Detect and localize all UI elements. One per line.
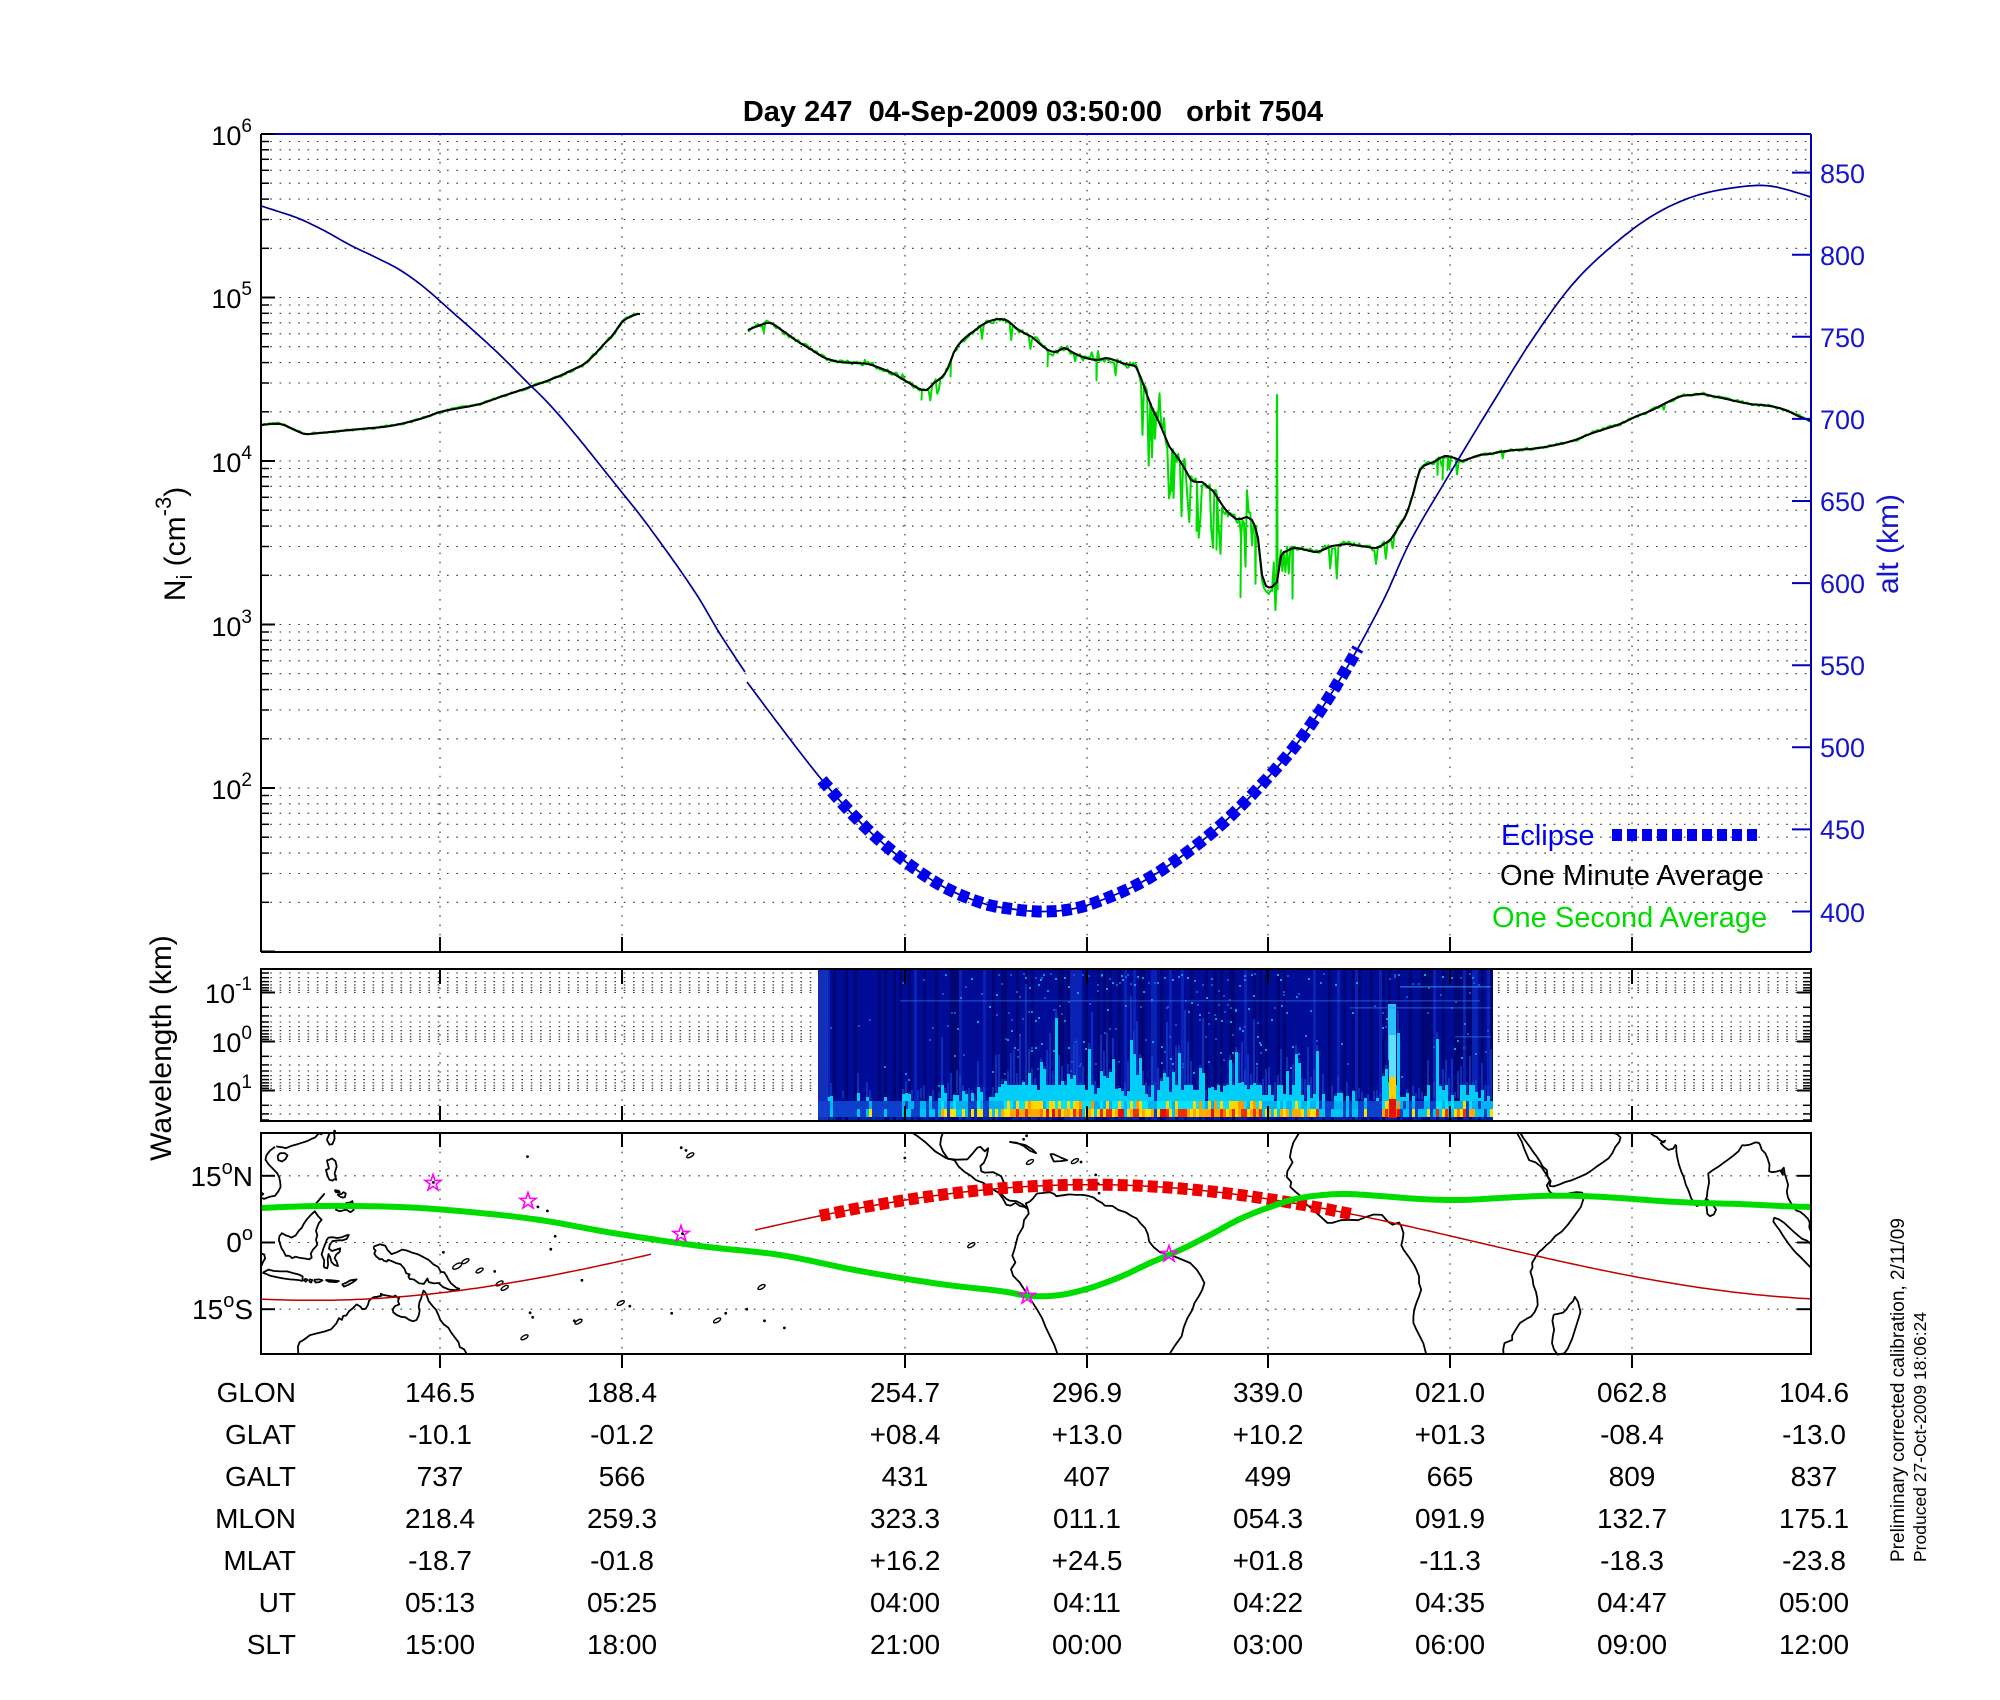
- svg-text:750: 750: [1820, 323, 1865, 353]
- svg-text:021.0: 021.0: [1415, 1377, 1485, 1408]
- svg-text:-01.2: -01.2: [590, 1419, 654, 1450]
- svg-text:18:00: 18:00: [587, 1629, 657, 1660]
- svg-text:-23.8: -23.8: [1782, 1545, 1846, 1576]
- svg-text:566: 566: [599, 1461, 646, 1492]
- svg-text:700: 700: [1820, 405, 1865, 435]
- svg-text:+10.2: +10.2: [1233, 1419, 1304, 1450]
- svg-text:062.8: 062.8: [1597, 1377, 1667, 1408]
- svg-text:03:00: 03:00: [1233, 1629, 1303, 1660]
- svg-text:800: 800: [1820, 241, 1865, 271]
- svg-text:04:47: 04:47: [1597, 1587, 1667, 1618]
- svg-text:104.6: 104.6: [1779, 1377, 1849, 1408]
- svg-text:188.4: 188.4: [587, 1377, 657, 1408]
- svg-text:Preliminary corrected calibrat: Preliminary corrected calibration, 2/11/…: [1888, 1218, 1909, 1562]
- svg-text:GLON: GLON: [217, 1377, 296, 1408]
- svg-text:259.3: 259.3: [587, 1503, 657, 1534]
- svg-text:450: 450: [1820, 815, 1865, 845]
- svg-text:09:00: 09:00: [1597, 1629, 1667, 1660]
- svg-text:296.9: 296.9: [1052, 1377, 1122, 1408]
- svg-text:15oS: 15oS: [192, 1290, 253, 1325]
- svg-text:04:35: 04:35: [1415, 1587, 1485, 1618]
- svg-text:05:00: 05:00: [1779, 1587, 1849, 1618]
- svg-text:Wavelength (km): Wavelength (km): [145, 935, 178, 1161]
- svg-text:One Minute Average: One Minute Average: [1500, 860, 1764, 892]
- svg-text:+01.3: +01.3: [1415, 1419, 1486, 1450]
- svg-text:+13.0: +13.0: [1052, 1419, 1123, 1450]
- svg-text:Produced 27-Oct-2009 18:06:24: Produced 27-Oct-2009 18:06:24: [1910, 1312, 1930, 1562]
- svg-text:175.1: 175.1: [1779, 1503, 1849, 1534]
- svg-text:MLAT: MLAT: [223, 1545, 296, 1576]
- svg-text:05:13: 05:13: [405, 1587, 475, 1618]
- svg-text:254.7: 254.7: [870, 1377, 940, 1408]
- svg-text:737: 737: [417, 1461, 464, 1492]
- svg-text:837: 837: [1791, 1461, 1838, 1492]
- svg-text:-08.4: -08.4: [1600, 1419, 1664, 1450]
- svg-text:499: 499: [1245, 1461, 1292, 1492]
- svg-text:-10.1: -10.1: [408, 1419, 472, 1450]
- svg-text:Eclipse: Eclipse: [1501, 820, 1595, 852]
- svg-text:106: 106: [211, 116, 252, 151]
- svg-text:054.3: 054.3: [1233, 1503, 1303, 1534]
- svg-text:600: 600: [1820, 569, 1865, 599]
- svg-text:400: 400: [1820, 898, 1865, 928]
- svg-text:+08.4: +08.4: [870, 1419, 941, 1450]
- svg-text:339.0: 339.0: [1233, 1377, 1303, 1408]
- svg-text:15:00: 15:00: [405, 1629, 475, 1660]
- svg-text:+16.2: +16.2: [870, 1545, 941, 1576]
- svg-text:00:00: 00:00: [1052, 1629, 1122, 1660]
- svg-text:011.1: 011.1: [1053, 1503, 1121, 1534]
- svg-text:04:22: 04:22: [1233, 1587, 1303, 1618]
- svg-text:GLAT: GLAT: [225, 1419, 296, 1450]
- svg-text:-18.3: -18.3: [1600, 1545, 1664, 1576]
- svg-text:+24.5: +24.5: [1052, 1545, 1123, 1576]
- svg-text:550: 550: [1820, 651, 1865, 681]
- svg-text:665: 665: [1427, 1461, 1474, 1492]
- svg-text:MLON: MLON: [215, 1503, 296, 1534]
- svg-text:Day 247 04-Sep-2009 03:50:00: Day 247 04-Sep-2009 03:50:00 orbit 7504: [743, 96, 1323, 128]
- svg-text:alt (km): alt (km): [1872, 494, 1905, 594]
- svg-text:04:11: 04:11: [1053, 1587, 1121, 1618]
- svg-text:06:00: 06:00: [1415, 1629, 1485, 1660]
- svg-text:21:00: 21:00: [870, 1629, 940, 1660]
- svg-text:+01.8: +01.8: [1233, 1545, 1304, 1576]
- svg-text:UT: UT: [259, 1587, 296, 1618]
- svg-text:146.5: 146.5: [405, 1377, 475, 1408]
- svg-text:-13.0: -13.0: [1782, 1419, 1846, 1450]
- svg-text:-18.7: -18.7: [408, 1545, 472, 1576]
- svg-text:Ni (cm-3): Ni (cm-3): [151, 487, 197, 601]
- svg-text:-11.3: -11.3: [1419, 1545, 1481, 1576]
- svg-text:323.3: 323.3: [870, 1503, 940, 1534]
- svg-text:850: 850: [1820, 159, 1865, 189]
- svg-text:04:00: 04:00: [870, 1587, 940, 1618]
- svg-text:132.7: 132.7: [1597, 1503, 1667, 1534]
- svg-text:One Second Average: One Second Average: [1492, 902, 1767, 934]
- svg-text:05:25: 05:25: [587, 1587, 657, 1618]
- svg-text:218.4: 218.4: [405, 1503, 475, 1534]
- svg-text:091.9: 091.9: [1415, 1503, 1485, 1534]
- svg-text:431: 431: [882, 1461, 929, 1492]
- svg-text:500: 500: [1820, 733, 1865, 763]
- svg-text:GALT: GALT: [225, 1461, 296, 1492]
- svg-text:407: 407: [1064, 1461, 1111, 1492]
- svg-text:809: 809: [1609, 1461, 1656, 1492]
- svg-text:12:00: 12:00: [1779, 1629, 1849, 1660]
- svg-text:650: 650: [1820, 487, 1865, 517]
- svg-text:SLT: SLT: [247, 1629, 296, 1660]
- svg-text:-01.8: -01.8: [590, 1545, 654, 1576]
